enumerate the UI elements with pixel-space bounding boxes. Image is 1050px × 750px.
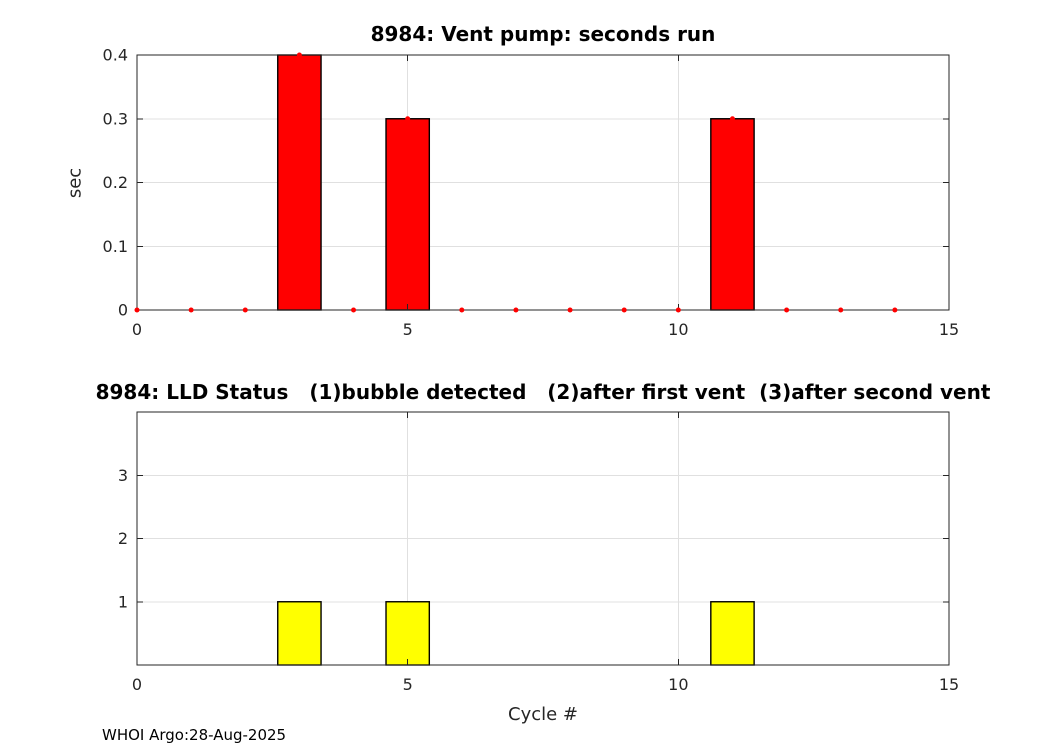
data-point-marker xyxy=(621,307,627,313)
lld-status-chart: 0 5 10 15 1 2 3 xyxy=(118,411,959,694)
data-point-marker xyxy=(242,307,248,313)
data-point-marker xyxy=(188,307,194,313)
y-tick-label: 3 xyxy=(118,466,128,485)
x-tick-label: 15 xyxy=(939,320,959,339)
data-point-marker xyxy=(567,307,573,313)
y-tick-label: 0.1 xyxy=(103,237,128,256)
x-tick-label: 5 xyxy=(403,675,413,694)
y-tick-label: 0.2 xyxy=(103,173,128,192)
data-point-marker xyxy=(838,307,844,313)
data-point-marker xyxy=(513,307,519,313)
y-tick-label: 2 xyxy=(118,529,128,548)
bar xyxy=(710,118,755,311)
data-point-marker xyxy=(351,307,357,313)
footer-watermark: WHOI Argo:28-Aug-2025 xyxy=(102,726,287,744)
data-point-marker xyxy=(459,307,465,313)
bar xyxy=(385,118,431,311)
data-point-marker xyxy=(784,307,790,313)
bar xyxy=(277,54,322,311)
x-tick-label: 10 xyxy=(668,320,688,339)
x-tick-label: 0 xyxy=(132,320,142,339)
x-tick-label: 15 xyxy=(939,675,959,694)
data-point-marker xyxy=(729,116,735,122)
y-tick-label: 0.3 xyxy=(103,109,128,128)
y-tick-label: 0.4 xyxy=(103,46,128,65)
y-tick-label: 0 xyxy=(118,301,128,320)
y-tick-label: 1 xyxy=(118,592,128,611)
data-point-marker xyxy=(892,307,898,313)
bar xyxy=(710,601,755,666)
bar xyxy=(385,601,431,666)
x-axis-label-cycle: Cycle # xyxy=(508,704,578,725)
data-point-marker xyxy=(675,307,681,313)
x-tick-label: 5 xyxy=(403,320,413,339)
vent-pump-chart: 0 5 10 15 0 0.1 0.2 0.3 0.4 xyxy=(103,46,960,340)
data-point-marker xyxy=(296,52,302,58)
bar xyxy=(277,601,322,666)
chart-title-vent-pump: 8984: Vent pump: seconds run xyxy=(370,22,716,46)
data-point-marker xyxy=(405,116,411,122)
x-tick-label: 0 xyxy=(132,675,142,694)
chart-title-lld-status: 8984: LLD Status (1)bubble detected (2)a… xyxy=(95,380,991,404)
data-point-marker xyxy=(134,307,140,313)
x-tick-label: 10 xyxy=(668,675,688,694)
